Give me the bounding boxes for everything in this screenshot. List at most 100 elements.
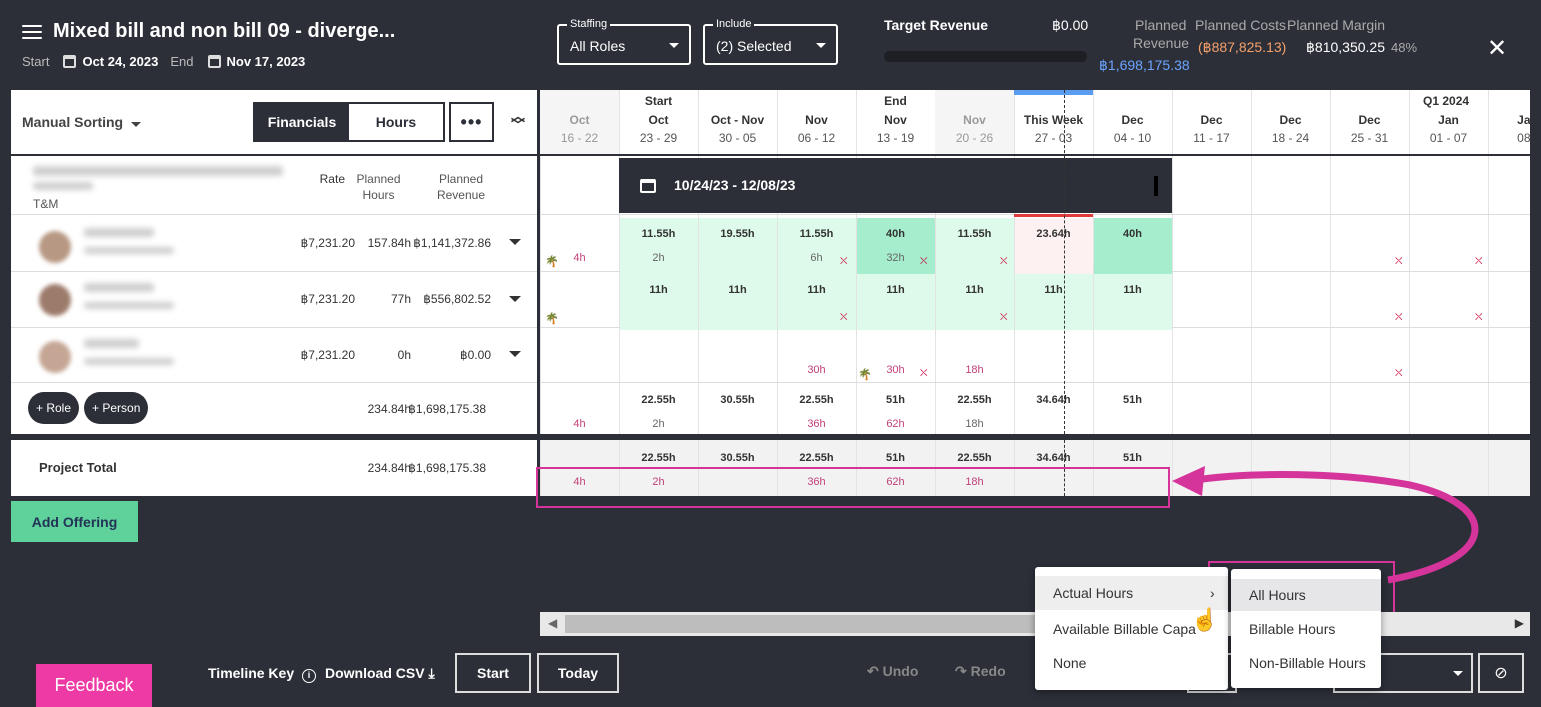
header-divider — [540, 154, 1530, 156]
include-select[interactable]: Include (2) Selected — [703, 18, 838, 65]
total-cell: 51h — [886, 452, 905, 464]
column-header-top — [1330, 94, 1409, 108]
hours-cell: 4h — [573, 252, 586, 264]
hours-cell: 51h — [886, 394, 905, 406]
flag-icon: ⛌ — [1395, 368, 1403, 379]
hours-cell: 11h — [649, 284, 668, 296]
column-header-top — [540, 94, 619, 108]
total-cell: 51h — [1123, 452, 1142, 464]
flag-icon: ⛌ — [1475, 312, 1483, 323]
menu-item-available-capacity[interactable]: Available Billable Capa — [1053, 621, 1196, 637]
add-person-button[interactable]: + Person — [84, 392, 149, 424]
hours-cell: 6h — [810, 252, 823, 264]
column-header-top — [777, 94, 856, 108]
close-icon[interactable]: ✕ — [1487, 35, 1508, 62]
column-header-range: 18 - 24 — [1271, 131, 1310, 145]
menu-icon[interactable] — [22, 25, 42, 39]
hours-cell: 11.55h — [641, 228, 676, 240]
tab-hours[interactable]: Hours — [349, 104, 443, 140]
column-header-range: 16 - 22 — [560, 131, 599, 145]
hours-cell: 32h — [886, 252, 905, 264]
column-header-month: Jan — [1517, 113, 1530, 127]
total-column — [1409, 440, 1488, 496]
start-button[interactable]: Start — [455, 653, 531, 693]
eye-off-icon[interactable]: ⊘ — [1478, 653, 1524, 693]
hours-cell: 30h — [886, 364, 905, 376]
redo-button[interactable]: ↷ Redo — [955, 663, 1006, 679]
flag-icon: ⛌ — [1395, 256, 1403, 267]
hours-cell: 51h — [1123, 394, 1142, 406]
palm-icon: 🌴 — [545, 313, 559, 325]
range-bar: 10/24/23 - 12/08/23 — [619, 158, 1172, 213]
column-header-top — [1172, 94, 1251, 108]
timeline-column — [1172, 90, 1251, 434]
timeline-key-link[interactable]: Timeline Key i — [208, 665, 317, 683]
download-csv-link[interactable]: Download CSV ⤓ — [325, 665, 435, 681]
palm-icon: 🌴 — [858, 369, 872, 381]
planned-margin-value: ฿810,350.25 — [1306, 39, 1385, 55]
total-cell: 34.64h — [1036, 452, 1071, 464]
more-button[interactable]: ••• — [449, 102, 494, 142]
project-dates: Start Oct 24, 2023 End Nov 17, 2023 — [22, 54, 306, 69]
column-header: Nov 20 - 26 — [935, 90, 1014, 154]
chevron-down-icon[interactable] — [509, 296, 521, 302]
sorting-dropdown[interactable]: Manual Sorting — [22, 114, 142, 130]
staffing-select[interactable]: Staffing All Roles — [557, 18, 691, 65]
add-role-button[interactable]: + Role — [28, 392, 80, 424]
hours-cell: 2h — [652, 418, 665, 430]
total-cell: 22.55h — [799, 452, 834, 464]
column-header-month: Jan — [1438, 113, 1459, 127]
undo-button[interactable]: ↶ Undo — [867, 663, 919, 679]
collapse-icon[interactable]: ︿ ﹀ — [511, 108, 525, 133]
column-header-month: Dec — [1200, 113, 1223, 127]
cell-bg — [1094, 274, 1172, 330]
feedback-button[interactable]: Feedback — [36, 664, 152, 707]
menu-item-non-billable-hours[interactable]: Non-Billable Hours — [1249, 655, 1366, 671]
hours-cell: 11h — [807, 284, 826, 296]
flag-icon: ⛌ — [1000, 312, 1008, 323]
cell-bg — [778, 274, 856, 330]
tab-financials[interactable]: Financials — [255, 104, 349, 140]
timeline-column — [540, 90, 619, 434]
menu-item-none[interactable]: None — [1053, 655, 1087, 671]
column-header-range: 30 - 05 — [718, 131, 757, 145]
chevron-down-icon[interactable] — [509, 239, 521, 245]
range-handle — [1154, 176, 1158, 196]
menu-item-all-hours[interactable]: All Hours — [1231, 579, 1381, 611]
calendar-icon — [207, 55, 221, 68]
menu-item-billable-hours[interactable]: Billable Hours — [1249, 621, 1336, 637]
planned-revenue-value: ฿1,698,175.38 — [1099, 57, 1190, 73]
blurred-title — [33, 166, 283, 176]
target-revenue-label: Target Revenue — [884, 17, 988, 33]
column-header-top — [1251, 94, 1330, 108]
column-header-top — [1093, 94, 1172, 108]
total-sub: 18h — [965, 476, 984, 488]
today-button[interactable]: Today — [537, 653, 619, 693]
menu-item-actual-hours[interactable]: Actual Hours — [1035, 576, 1228, 610]
column-header-month: Oct - Nov — [710, 113, 765, 127]
cell-bg — [857, 218, 935, 274]
roles-panel: Manual Sorting ︿ ﹀ T&M Rate Planned Hours… — [11, 90, 537, 434]
add-offering-button[interactable]: Add Offering — [11, 501, 138, 542]
cell-bg — [1094, 218, 1172, 274]
download-icon: ⤓ — [428, 665, 435, 681]
column-header-top: End — [884, 94, 907, 108]
hours-cell: 23.64h — [1036, 228, 1071, 240]
chevron-right-icon: › — [1210, 585, 1215, 601]
hours-cell: 36h — [807, 418, 826, 430]
column-header-top — [1014, 94, 1093, 108]
column-header-top: Start — [644, 94, 673, 108]
context-menu: Actual Hours › Available Billable Capa N… — [1035, 567, 1228, 690]
column-header-top — [698, 94, 777, 108]
column-header-top — [935, 94, 1014, 108]
total-column — [1330, 440, 1409, 496]
submenu: All Hours Billable Hours Non-Billable Ho… — [1231, 569, 1381, 688]
column-header-range: 13 - 19 — [876, 131, 915, 145]
chevron-down-icon[interactable] — [509, 351, 521, 357]
column-header: End Nov 13 - 19 — [856, 90, 935, 154]
hours-cell: 34.64h — [1036, 394, 1071, 406]
target-progress-bar — [884, 51, 1087, 62]
timeline-column — [1014, 90, 1093, 434]
hand-cursor-icon: ☝ — [1191, 607, 1219, 632]
timeline-column — [1093, 90, 1172, 434]
